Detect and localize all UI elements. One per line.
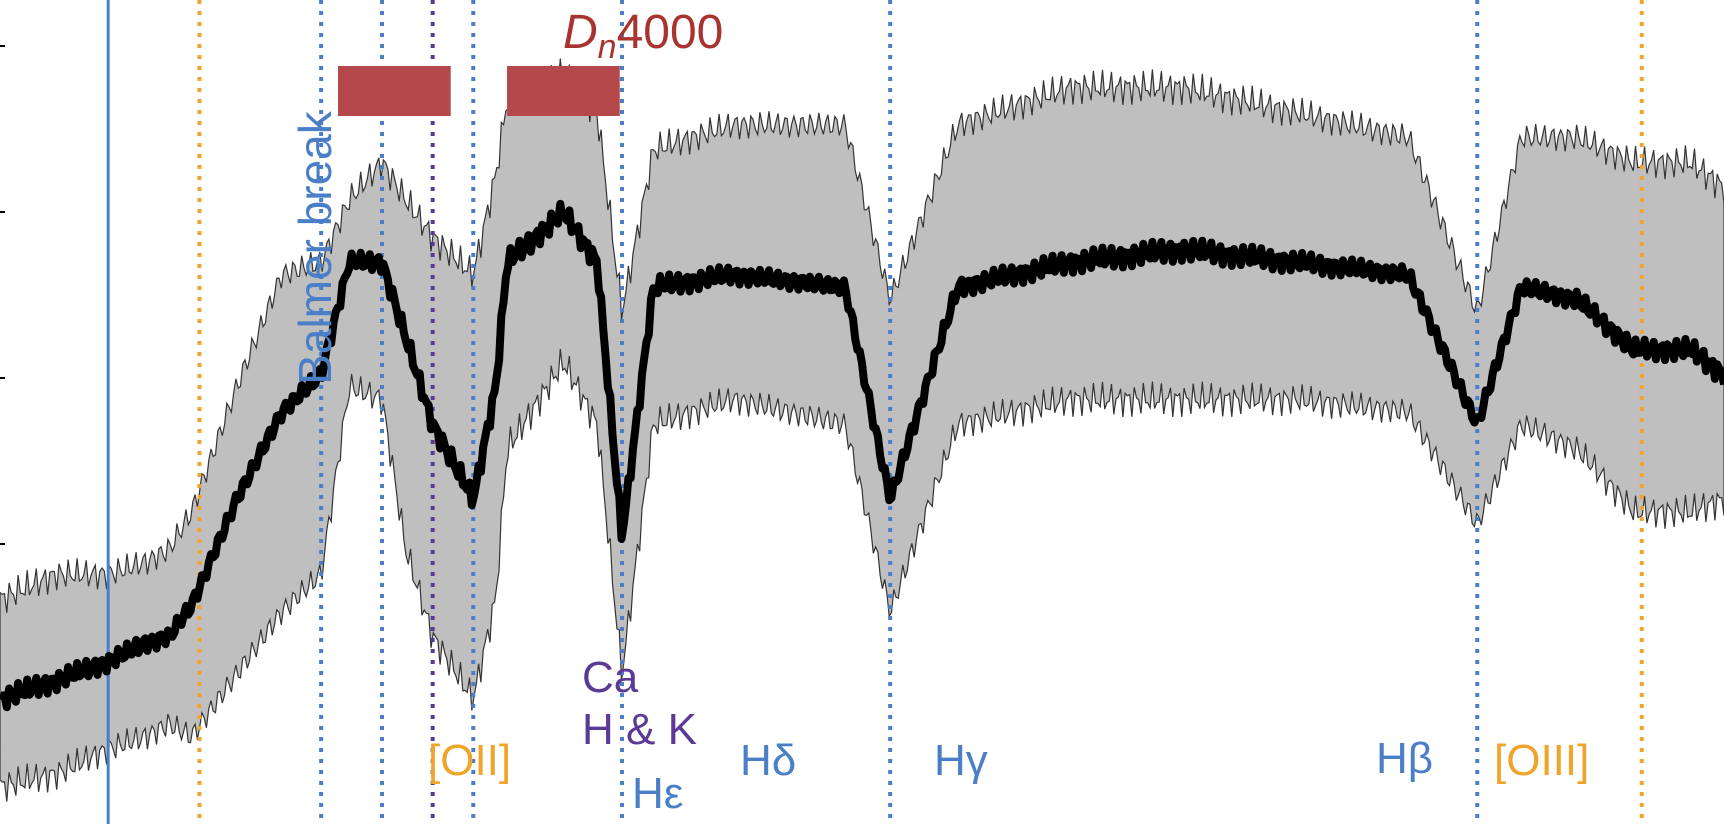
dn4000-label: Dn4000 — [563, 6, 723, 66]
oii-label: [OII] — [428, 736, 511, 785]
hdelta-label: Hδ — [740, 736, 796, 785]
median-spectrum-line — [0, 199, 1724, 712]
median-spectrum-layer — [0, 199, 1724, 712]
ca-label-line2: H & K — [582, 705, 697, 754]
hgamma-label: Hγ — [934, 736, 988, 785]
dn4000-label-sub: n — [598, 28, 617, 66]
dn4000-label-num: 4000 — [617, 6, 724, 59]
scatter-band-layer — [0, 58, 1724, 802]
spectral-line-markers — [106, 0, 1644, 824]
hepsilon-label: Hε — [632, 769, 683, 818]
ca-label-line1: Ca — [582, 653, 639, 702]
hbeta-label: Hβ — [1376, 734, 1433, 783]
dn4000-bands — [338, 66, 620, 116]
y-axis-ticks — [0, 45, 5, 545]
dn4000-band-blue — [338, 66, 451, 116]
balmer-break-label: Balmer break — [289, 110, 341, 385]
dn4000-band-red — [507, 66, 620, 116]
dn4000-label-d: D — [563, 6, 598, 59]
scatter-band — [0, 58, 1724, 802]
oiii-label: [OIII] — [1494, 736, 1589, 785]
